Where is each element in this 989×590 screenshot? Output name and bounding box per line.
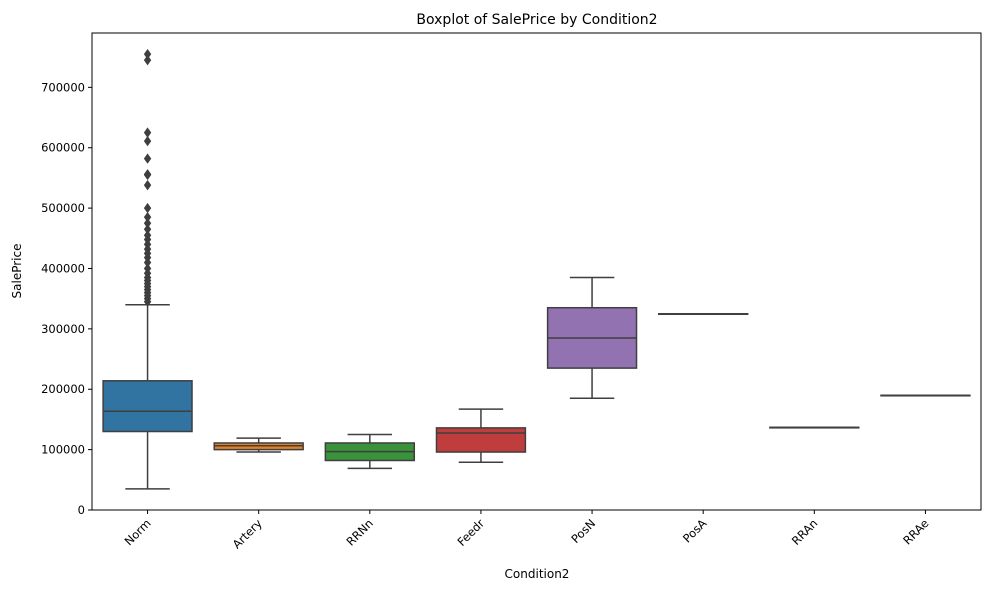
box-rrae <box>880 394 971 397</box>
x-tick-label: PosA <box>680 516 709 545</box>
y-tick-label: 400000 <box>41 261 85 275</box>
box-iqr <box>435 427 527 453</box>
outlier-marker <box>143 202 152 214</box>
outlier-marker <box>143 218 152 229</box>
outlier-marker <box>143 179 152 191</box>
plot-frame <box>91 32 982 511</box>
outlier-marker <box>143 135 152 147</box>
box-iqr <box>102 380 193 433</box>
outlier-marker <box>143 169 152 180</box>
outlier-marker <box>143 54 152 66</box>
box-rrnn <box>324 433 416 470</box>
outlier-marker <box>143 48 152 60</box>
x-axis: Norm Artery RRNn Feedr PosN PosA RRAn RRAe <box>122 510 932 551</box>
y-tick-label: 300000 <box>41 322 85 336</box>
x-tick-label: RRNn <box>343 516 375 548</box>
chart-title: Boxplot of SalePrice by Condition2 <box>416 12 657 28</box>
box-rran <box>769 426 860 429</box>
box-artery <box>213 437 304 453</box>
outlier-marker <box>143 224 152 235</box>
plot-area <box>91 32 982 511</box>
outlier-marker <box>143 211 152 223</box>
outlier-marker <box>143 127 152 138</box>
x-axis-label: Condition2 <box>505 567 570 581</box>
box-norm <box>102 48 193 490</box>
box-feedr <box>435 408 527 464</box>
y-tick-label: 100000 <box>41 443 85 457</box>
y-tick-label: 200000 <box>41 382 85 396</box>
y-tick-label: 500000 <box>41 201 85 215</box>
y-tick-label: 700000 <box>41 80 85 94</box>
outlier-marker <box>143 153 152 164</box>
y-axis-label: SalePrice <box>10 244 24 299</box>
x-tick-label: Artery <box>230 516 265 551</box>
y-axis: 0 100000 200000 300000 400000 500000 600000 700… <box>41 80 92 517</box>
x-tick-label: Norm <box>122 516 154 548</box>
x-tick-label: RRAn <box>789 516 821 548</box>
outlier-marker <box>143 263 152 274</box>
box-posn <box>546 276 638 400</box>
x-tick-label: Feedr <box>454 516 487 549</box>
x-tick-label: PosN <box>568 516 598 546</box>
box-posa <box>657 313 749 316</box>
outlier-marker <box>143 230 152 241</box>
y-tick-label: 600000 <box>41 141 85 155</box>
y-tick-label: 0 <box>78 503 85 517</box>
x-tick-label: RRAe <box>900 516 931 547</box>
